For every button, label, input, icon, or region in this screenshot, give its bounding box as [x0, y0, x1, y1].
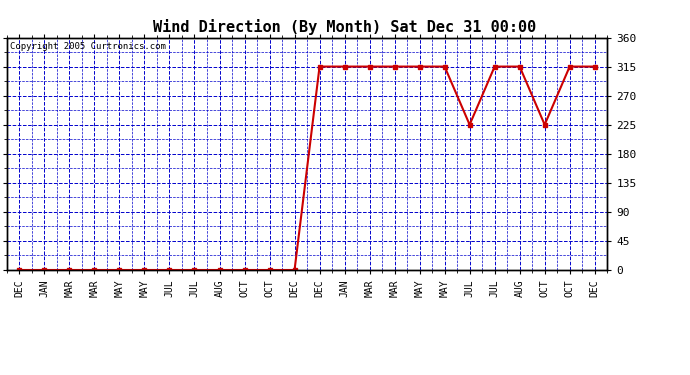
- Text: Copyright 2005 Curtronics.com: Copyright 2005 Curtronics.com: [10, 42, 166, 51]
- Text: Wind Direction (By Month) Sat Dec 31 00:00: Wind Direction (By Month) Sat Dec 31 00:…: [153, 19, 537, 35]
